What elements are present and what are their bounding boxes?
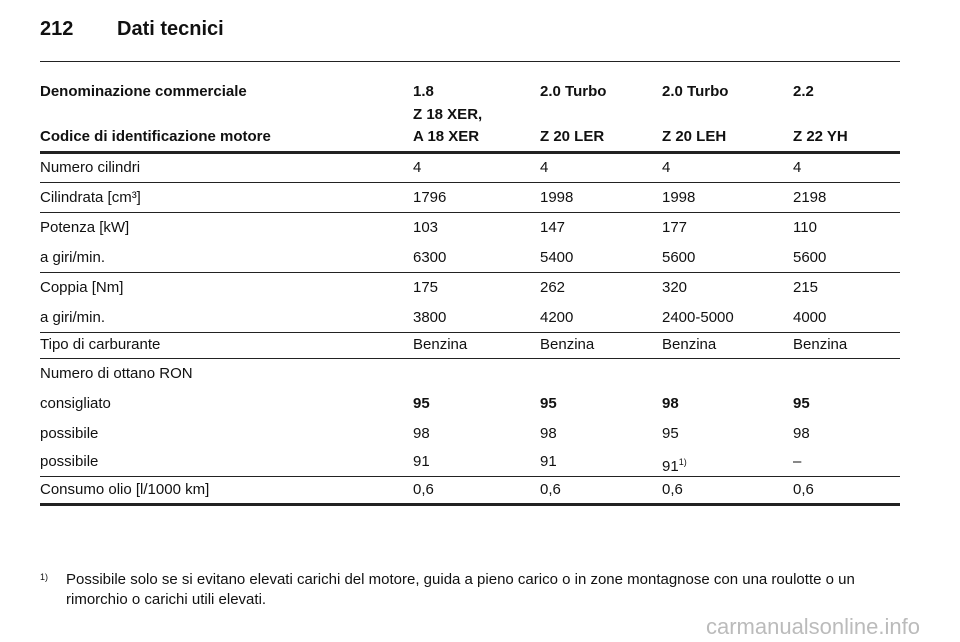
cell: 4 <box>540 159 549 176</box>
cell: 110 <box>793 219 817 236</box>
cell: – <box>793 453 802 470</box>
cell: 262 <box>540 279 566 296</box>
cell: 215 <box>793 279 819 296</box>
header-label: Codice di identificazione motore <box>40 128 271 145</box>
header-cell: Z 22 YH <box>793 128 848 145</box>
footnote-text: Possibile solo se si evitano elevati car… <box>66 571 855 608</box>
row-label: Coppia [Nm] <box>40 279 124 296</box>
cell: 175 <box>413 279 439 296</box>
header-cell: Z 20 LER <box>540 128 605 145</box>
footnote-ref: 1) <box>678 457 687 467</box>
rule <box>40 61 900 62</box>
cell: 103 <box>413 219 439 236</box>
header-cell: 2.0 Turbo <box>540 83 607 100</box>
row-label: a giri/min. <box>40 249 106 266</box>
cell: 95 <box>793 395 810 412</box>
cell: 0,6 <box>413 481 434 498</box>
cell: 0,6 <box>540 481 561 498</box>
cell: 91 <box>413 453 430 470</box>
cell: 4 <box>793 159 802 176</box>
cell: Benzina <box>793 336 848 353</box>
cell: 177 <box>662 219 688 236</box>
cell: 3800 <box>413 309 447 326</box>
cell-text: 91 <box>662 458 679 475</box>
cell: 2198 <box>793 189 827 206</box>
header-cell: Z 20 LEH <box>662 128 727 145</box>
footnote-mark: 1) <box>40 572 49 582</box>
rule <box>40 503 900 506</box>
cell: 0,6 <box>793 481 814 498</box>
row-label: possibile <box>40 453 99 470</box>
rule <box>40 151 900 154</box>
rule <box>40 358 900 359</box>
cell: 5600 <box>793 249 827 266</box>
header-label: Denominazione commerciale <box>40 83 247 100</box>
cell: 95 <box>540 395 557 412</box>
row-label: Cilindrata [cm³] <box>40 189 141 206</box>
header-cell: 2.0 Turbo <box>662 83 729 100</box>
cell: Benzina <box>540 336 595 353</box>
cell: 1998 <box>662 189 696 206</box>
cell: 320 <box>662 279 688 296</box>
cell: 2400-5000 <box>662 309 734 326</box>
cell: 95 <box>413 395 430 412</box>
cell: 0,6 <box>662 481 683 498</box>
cell: 98 <box>413 425 430 442</box>
cell: 4 <box>413 159 422 176</box>
rule <box>40 476 900 477</box>
cell: 91 <box>540 453 557 470</box>
page-number: 212 <box>40 18 74 40</box>
rule <box>40 212 900 213</box>
cell: 4000 <box>793 309 827 326</box>
rule <box>40 182 900 183</box>
cell: 6300 <box>413 249 447 266</box>
watermark: carmanualsonline.info <box>705 614 920 639</box>
cell: 5400 <box>540 249 574 266</box>
header-cell: 1.8 <box>413 83 434 100</box>
row-label: Consumo olio [l/1000 km] <box>40 481 210 498</box>
cell: 98 <box>793 425 810 442</box>
cell: 4200 <box>540 309 574 326</box>
cell: 147 <box>540 219 566 236</box>
cell: 4 <box>662 159 671 176</box>
cell: 911) <box>662 451 687 478</box>
cell: 98 <box>540 425 557 442</box>
header-cell: 2.2 <box>793 83 814 100</box>
rule <box>40 272 900 273</box>
cell: Benzina <box>413 336 468 353</box>
cell: 5600 <box>662 249 696 266</box>
row-label: Numero di ottano RON <box>40 365 193 382</box>
rule <box>40 332 900 333</box>
row-label: consigliato <box>40 395 111 412</box>
row-label: possibile <box>40 425 99 442</box>
row-label: a giri/min. <box>40 309 106 326</box>
cell: 1998 <box>540 189 574 206</box>
cell: 95 <box>662 425 679 442</box>
page-title: Dati tecnici <box>117 18 224 40</box>
row-label: Potenza [kW] <box>40 219 130 236</box>
header-cell: Z 18 XER, A 18 XER <box>413 106 483 145</box>
row-label: Numero cilindri <box>40 159 141 176</box>
cell: Benzina <box>662 336 717 353</box>
cell: 1796 <box>413 189 447 206</box>
row-label: Tipo di carburante <box>40 336 161 353</box>
cell: 98 <box>662 395 679 412</box>
